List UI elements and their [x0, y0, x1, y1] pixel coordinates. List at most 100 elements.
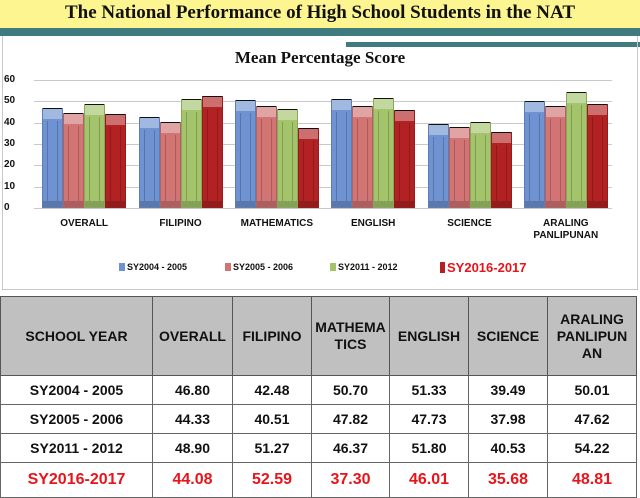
gridline [34, 122, 612, 124]
column-header-line: OVERALL [159, 327, 226, 344]
x-tick-label: ENGLISH [325, 218, 421, 230]
column-header-line: FILIPINO [242, 327, 302, 344]
bar-science-sy2016-2017 [490, 131, 512, 208]
x-tick-label: ARALING PANLIPUNAN [518, 218, 614, 242]
header-divider [0, 28, 640, 36]
bar-cap [395, 110, 415, 121]
table-header-row: SCHOOL YEAR OVERALL FILIPINO MATHEMA TICS ENG… [0, 296, 637, 376]
legend-label: SY2011 - 2012 [338, 262, 398, 272]
bar-araling-panlipunan-sy2016-2017 [586, 103, 608, 208]
y-tick-label: 50 [4, 95, 16, 107]
y-tick-label: 0 [4, 202, 10, 213]
gridline [34, 144, 612, 145]
bar-overall-sy2011-2012 [84, 103, 106, 208]
y-tick-label: 30 [4, 138, 16, 149]
bar-base [298, 201, 318, 207]
score-cell: 35.68 [468, 462, 548, 498]
school-year-cell: SY2011 - 2012 [0, 433, 153, 463]
x-tick-label-line: SCIENCE [447, 218, 492, 229]
bar-english-sy2004-2005 [331, 98, 353, 208]
column-header-line: SCHOOL YEAR [25, 327, 128, 344]
score-cell: 42.48 [232, 375, 312, 405]
legend-item: SY2005 - 2006 [225, 262, 293, 272]
bar-base [428, 201, 448, 207]
bar-cap [106, 114, 126, 125]
chart-legend: SY2004 - 2005 SY2005 - 2006 SY2011 - 2012 S… [0, 260, 640, 280]
bar-filipino-sy2005-2006 [159, 121, 181, 208]
bar-english-sy2011-2012 [373, 97, 395, 208]
gridline [34, 208, 612, 209]
legend-item: SY2004 - 2005 [119, 262, 187, 272]
column-header-line: AN [581, 344, 603, 361]
chart-frame [2, 36, 638, 290]
table-row: SY2005 - 2006 44.33 40.51 47.82 47.73 37.98 47… [0, 404, 637, 434]
bar-cap [235, 100, 255, 111]
plot-area [34, 80, 612, 209]
bar-base [491, 201, 511, 207]
legend-swatch-icon [225, 263, 231, 271]
column-header-line: MATHEMA [315, 319, 386, 335]
legend-item: SY2016-2017 [440, 260, 527, 275]
bar-cap [545, 107, 565, 118]
legend-label: SY2005 - 2006 [233, 262, 294, 272]
y-tick-label: 20 [4, 159, 16, 171]
score-cell: 47.73 [389, 404, 469, 434]
bar-cap [160, 122, 180, 133]
bar-cap [202, 96, 222, 107]
x-tick-label: OVERALL [36, 218, 132, 230]
column-header: OVERALL [152, 296, 233, 376]
column-header: ARALING PANLIPUN AN [547, 296, 637, 376]
x-tick-label-line: OVERALL [60, 218, 109, 229]
bar-science-sy2005-2006 [448, 126, 470, 208]
bar-mathematics-sy2004-2005 [234, 99, 256, 208]
score-cell: 52.59 [232, 462, 312, 498]
header-divider-notch [0, 36, 346, 44]
bar-overall-sy2005-2006 [63, 113, 85, 208]
bar-english-sy2016-2017 [394, 109, 416, 208]
bar-base [524, 201, 544, 207]
bar-base [566, 201, 586, 207]
chart-title: Mean Percentage Score [234, 48, 406, 67]
column-header-line: PANLIPUN [556, 327, 628, 344]
y-tick-label: 60 [4, 74, 16, 85]
bar-base [235, 201, 255, 207]
school-year-cell: SY2016-2017 [0, 462, 153, 498]
column-header-line: ARALING [560, 310, 624, 327]
legend-swatch-icon [330, 263, 336, 271]
x-tick-label-line: ARALING [543, 218, 589, 229]
bar-filipino-sy2004-2005 [138, 117, 160, 208]
bar-mathematics-sy2011-2012 [276, 109, 298, 208]
legend-label: SY2004 - 2005 [127, 262, 188, 272]
bar-cap [139, 118, 159, 129]
legend-label: SY2016-2017 [447, 260, 527, 275]
bar-cap [277, 110, 297, 121]
bar-base [353, 201, 373, 207]
gridline [34, 186, 612, 188]
score-cell: 54.22 [547, 433, 637, 463]
header-accent-bar [346, 42, 640, 47]
school-year-cell: SY2004 - 2005 [0, 375, 153, 405]
bar-araling-panlipunan-sy2011-2012 [565, 92, 587, 208]
bar-cap [587, 104, 607, 115]
score-cell: 44.33 [152, 404, 233, 434]
score-cell: 48.90 [152, 433, 233, 463]
gridline [34, 80, 612, 81]
bar-base [181, 201, 201, 207]
score-cell: 46.80 [152, 375, 233, 405]
x-tick-label-line: PANLIPUNAN [533, 230, 599, 241]
bar-cap [353, 107, 373, 118]
bar-science-sy2011-2012 [469, 121, 491, 208]
bar-cap [374, 98, 394, 109]
column-header: ENGLISH [389, 296, 469, 376]
x-tick-label-line: FILIPINO [159, 218, 202, 229]
scores-table: SCHOOL YEAR OVERALL FILIPINO MATHEMA TICS ENG… [0, 296, 637, 498]
bar-science-sy2004-2005 [427, 123, 449, 208]
column-header: SCIENCE [468, 296, 548, 376]
bar-base [43, 201, 63, 207]
score-cell: 37.98 [468, 404, 548, 434]
bar-base [256, 201, 276, 207]
bar-base [106, 201, 126, 207]
bar-cap [64, 114, 84, 125]
bar-base [202, 201, 222, 207]
column-header: MATHEMA TICS [311, 296, 390, 376]
